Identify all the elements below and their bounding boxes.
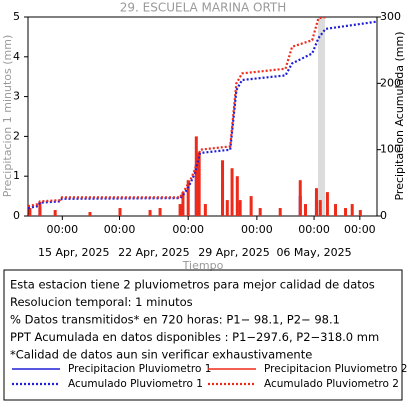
bar [158,208,162,216]
bar [225,200,229,216]
x-date-label: 22 Apr, 2025 [118,246,190,259]
bar [28,208,32,216]
y2-tick-label: 0 [380,209,387,222]
legend-label: Acumulado Pluviometro 1 [68,378,203,390]
bar [235,176,239,216]
legend-label: Acumulado Pluviometro 2 [264,378,399,390]
plot-frame [27,16,378,217]
y-tick-label: 5 [13,10,20,23]
bar [181,192,185,216]
bar [53,210,57,216]
gap-shade [318,17,325,216]
note: Resolucion temporal: 1 minutos [10,295,193,309]
note: PPT Acumulada en datos disponibles : P1−… [10,330,379,344]
legend-label: Precipitacion Pluviometro 2 [264,363,407,375]
bar [203,204,207,216]
x-date-label: 29 Apr, 2025 [198,246,270,259]
y-tick-label: 2 [13,129,20,142]
bar [148,210,152,216]
bar [334,204,338,216]
x-tick-label: 00:00 [172,223,204,236]
bar [325,192,329,216]
chart-title: 29. ESCUELA MARINA ORTH [120,1,287,15]
x-tick-label: 00:00 [104,223,136,236]
bar [258,208,262,216]
x-tick-label: 00:00 [46,223,78,236]
bar [178,204,182,216]
info-box [3,269,403,401]
x-axis-title: Tiempo [182,259,224,272]
x-tick-label: 00:00 [344,223,376,236]
bar [303,204,307,216]
y2-tick-label: 200 [380,76,401,89]
legend-label: Precipitacion Pluviometro 1 [68,363,211,375]
note: % Datos transmitidos* en 720 horas: P1− … [10,313,340,327]
y2-tick-label: 100 [380,143,401,156]
bar [118,208,122,216]
bar [186,180,190,216]
y2-axis-title: Precipitacion Acumulada (mm) [393,31,406,200]
bar [278,208,282,216]
y-tick-label: 4 [13,50,20,63]
bar [88,212,92,216]
bar [249,196,253,216]
y-axis-title: Precipitacion 1 minutos (mm) [1,35,14,197]
line [28,17,326,208]
note: *Calidad de datos aun sin verificar exha… [10,348,312,362]
x-tick-label: 00:00 [241,223,273,236]
y-tick-label: 1 [13,169,20,182]
bar [314,188,318,216]
bar [298,180,302,216]
bar [358,210,362,216]
bar [318,200,322,216]
y-tick-label: 3 [13,90,20,103]
y-tick-label: 0 [13,209,20,222]
bar [350,204,354,216]
note: Esta estacion tiene 2 pluviometros para … [10,278,375,292]
bar [221,160,225,216]
bar [344,208,348,216]
bar [194,136,198,216]
x-date-label: 15 Apr, 2025 [38,246,110,259]
bar [230,168,234,216]
y2-tick-label: 300 [380,10,401,23]
plot-area [28,17,377,216]
bar [38,202,42,216]
x-tick-label: 00:00 [298,223,330,236]
bar [238,200,242,216]
bar [197,152,201,216]
x-date-label: 06 May, 2025 [276,246,351,259]
